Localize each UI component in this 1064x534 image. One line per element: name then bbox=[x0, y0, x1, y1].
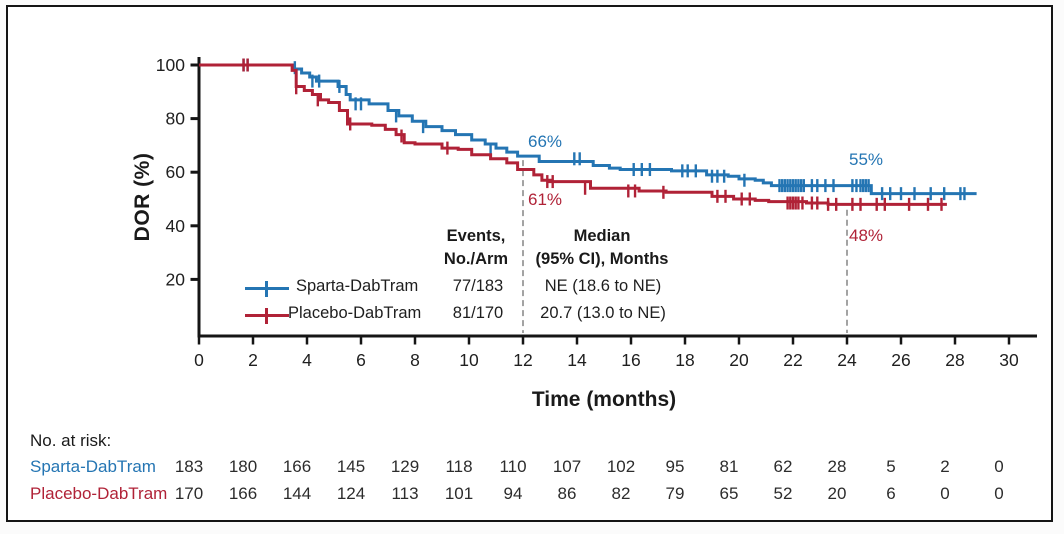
risk-count: 0 bbox=[994, 457, 1004, 476]
legend-label-placebo: Placebo-DabTram bbox=[288, 304, 422, 322]
x-tick-label: 2 bbox=[248, 350, 258, 370]
risk-count: 95 bbox=[665, 457, 685, 476]
risk-count: 5 bbox=[886, 457, 896, 476]
x-tick-label: 14 bbox=[567, 350, 587, 370]
risk-count: 166 bbox=[282, 457, 312, 476]
risk-count: 94 bbox=[503, 484, 523, 503]
risk-count: 28 bbox=[827, 457, 847, 476]
risk-row-label-sparta: Sparta-DabTram bbox=[30, 457, 156, 476]
x-tick-label: 26 bbox=[891, 350, 910, 370]
annotation-12mo-placebo: 61% bbox=[528, 190, 563, 209]
x-tick-label: 24 bbox=[837, 350, 857, 370]
risk-count: 180 bbox=[228, 457, 258, 476]
legend-median-header: Median (95% CI), Months bbox=[512, 225, 692, 271]
x-tick-label: 8 bbox=[410, 350, 420, 370]
risk-count: 82 bbox=[611, 484, 631, 503]
x-tick-label: 10 bbox=[459, 350, 479, 370]
risk-count: 145 bbox=[336, 457, 366, 476]
legend-events-header: Events, No./Arm bbox=[416, 225, 536, 271]
annotation-24mo-sparta: 55% bbox=[849, 150, 884, 169]
risk-count: 166 bbox=[228, 484, 258, 503]
km-curve-placebo-dabtram bbox=[199, 63, 947, 206]
x-tick-label: 28 bbox=[945, 350, 964, 370]
x-tick-label: 0 bbox=[194, 350, 204, 370]
risk-count: 65 bbox=[719, 484, 739, 503]
y-tick-label: 60 bbox=[166, 162, 186, 182]
x-tick-label: 30 bbox=[999, 350, 1019, 370]
y-tick-label: 40 bbox=[166, 216, 186, 236]
legend-marker-sparta-icon bbox=[245, 280, 289, 297]
legend-median-value-placebo: 20.7 (13.0 to NE) bbox=[540, 304, 666, 322]
risk-count: 52 bbox=[773, 484, 793, 503]
risk-count: 62 bbox=[773, 457, 793, 476]
y-tick-label: 100 bbox=[156, 55, 185, 75]
risk-count: 6 bbox=[886, 484, 896, 503]
x-tick-label: 20 bbox=[729, 350, 749, 370]
y-tick-label: 20 bbox=[166, 269, 186, 289]
risk-count: 183 bbox=[174, 457, 204, 476]
risk-count: 107 bbox=[552, 457, 582, 476]
legend-median-header-line2: (95% CI), Months bbox=[535, 250, 669, 268]
risk-count: 113 bbox=[391, 484, 419, 503]
risk-count: 2 bbox=[940, 457, 950, 476]
risk-row-label-placebo: Placebo-DabTram bbox=[30, 484, 168, 503]
x-tick-label: 12 bbox=[513, 350, 532, 370]
risk-count: 102 bbox=[606, 457, 636, 476]
risk-count: 110 bbox=[499, 457, 527, 476]
risk-count: 0 bbox=[994, 484, 1004, 503]
x-tick-label: 16 bbox=[621, 350, 640, 370]
legend-median-value-sparta: NE (18.6 to NE) bbox=[544, 277, 662, 295]
km-curve-sparta-dabtram bbox=[199, 63, 977, 196]
risk-count: 20 bbox=[827, 484, 847, 503]
annotation-24mo-placebo: 48% bbox=[849, 226, 884, 245]
risk-count: 170 bbox=[174, 484, 204, 503]
legend-median-header-line1: Median bbox=[573, 227, 631, 245]
y-axis-title: DOR (%) bbox=[131, 152, 154, 242]
legend-events-value-placebo: 81/170 bbox=[452, 304, 504, 322]
risk-count: 0 bbox=[940, 484, 950, 503]
risk-count: 79 bbox=[665, 484, 685, 503]
annotation-12mo-sparta: 66% bbox=[528, 132, 563, 151]
legend-events-header-line1: Events, bbox=[446, 227, 506, 245]
legend-events-value-sparta: 77/183 bbox=[452, 277, 504, 295]
legend-marker-placebo-icon bbox=[245, 307, 289, 324]
x-tick-label: 4 bbox=[302, 350, 312, 370]
risk-count: 118 bbox=[445, 457, 473, 476]
risk-count: 101 bbox=[444, 484, 474, 503]
legend-events-header-line2: No./Arm bbox=[443, 250, 509, 268]
x-axis-title: Time (months) bbox=[531, 388, 677, 411]
risk-count: 86 bbox=[557, 484, 577, 503]
x-tick-label: 18 bbox=[675, 350, 694, 370]
risk-count: 144 bbox=[282, 484, 312, 503]
risk-count: 81 bbox=[719, 457, 739, 476]
x-tick-label: 6 bbox=[356, 350, 366, 370]
risk-table-title: No. at risk: bbox=[30, 431, 112, 450]
figure-border bbox=[6, 5, 1053, 522]
legend-label-sparta: Sparta-DabTram bbox=[296, 277, 419, 295]
y-tick-label: 80 bbox=[166, 109, 186, 129]
x-tick-label: 22 bbox=[783, 350, 802, 370]
risk-count: 129 bbox=[390, 457, 420, 476]
risk-count: 124 bbox=[336, 484, 366, 503]
